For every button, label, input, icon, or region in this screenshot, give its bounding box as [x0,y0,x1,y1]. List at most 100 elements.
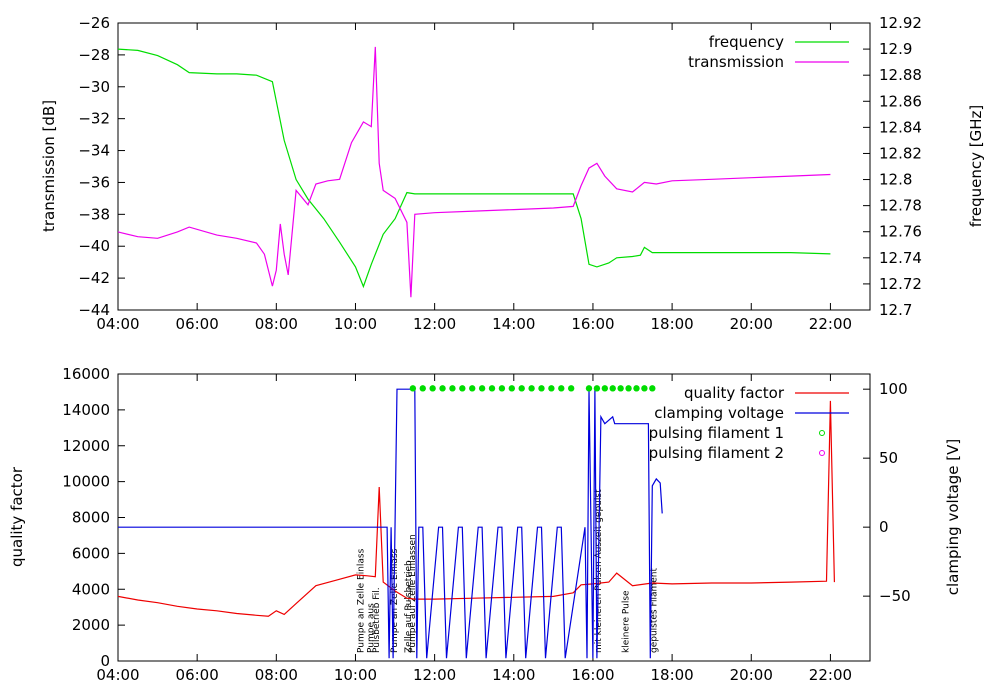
y2-tick-label: 12.74 [879,249,922,267]
pulse-point [585,385,593,392]
legend-label: frequency [709,33,784,51]
x-tick-label: 04:00 [96,315,139,333]
legend-marker [819,430,825,436]
x-tick-label: 22:00 [809,666,852,684]
y-tick-label: −40 [78,237,110,255]
annotation-label: Pumpe aus [366,603,376,653]
top-chart: 04:00 06:00 08:00 10:00 12:00 14:00 16:00 18:00… [40,14,985,333]
pulse-point [419,385,426,392]
y2-tick-label: 100 [879,380,908,398]
pulse-point [558,385,565,392]
x-tick-label: 06:00 [176,315,219,333]
y2-tick-label: 12.82 [879,144,922,162]
annotation-label: Pumpe auf Zelle Einlassen [408,534,418,653]
legend-label: transmission [688,53,784,71]
pulse-point [439,385,446,392]
bottom-chart-series [117,385,835,659]
top-chart-x-tick-labels: 04:00 06:00 08:00 10:00 12:00 14:00 16:00 18:00… [96,315,852,333]
pulse-point [409,385,417,392]
bottom-chart-y2-axis-label: clamping voltage [V] [944,439,962,595]
pulse-point [625,385,632,392]
x-tick-label: 08:00 [255,666,298,684]
x-tick-label: 18:00 [650,315,693,333]
top-chart-y2-tick-labels: 12.7 12.72 12.74 12.76 12.78 12.8 12.82 12.84 12… [879,14,922,319]
bottom-chart-legend: quality factor clamping voltage pulsing fi… [649,384,849,462]
series-line-transmission [117,46,831,298]
y-tick-label: 4000 [72,580,110,598]
y-tick-label: −34 [78,142,110,160]
y2-tick-label: −50 [879,587,911,605]
y2-tick-label: 12.8 [879,171,912,189]
pulse-point [429,385,436,392]
annotation-label: Pumpe an Zelle Einlass [356,548,366,653]
pulse-point [641,385,648,392]
y2-tick-label: 12.7 [879,301,912,319]
y2-tick-label: 12.84 [879,118,922,136]
legend-label: pulsing filament 2 [649,444,784,462]
pulse-point [449,385,456,392]
series-line-frequency [117,48,831,289]
y2-tick-label: 0 [879,518,889,536]
y-tick-label: −36 [78,173,110,191]
pulse-point [609,385,616,392]
x-tick-label: 08:00 [255,315,298,333]
y2-tick-label: 12.88 [879,66,922,84]
x-tick-label: 04:00 [96,666,139,684]
y-tick-label: 10000 [62,473,110,491]
pulse-point [548,385,555,392]
pulse-point [617,385,624,392]
bottom-chart-y2-tick-labels: −50 0 50 100 [879,380,911,605]
bottom-chart-y-tick-labels: 0 2000 4000 6000 8000 10000 12000 14000 16000 [62,365,110,670]
y-tick-label: −44 [78,301,110,319]
y2-tick-label: 12.72 [879,275,922,293]
x-tick-label: 14:00 [492,315,535,333]
legend-label: quality factor [684,384,785,402]
pulse-point [593,385,601,392]
bottom-chart-x-tick-labels: 04:00 06:00 08:00 10:00 12:00 14:00 16:00 18:00… [96,666,852,684]
top-chart-y2-axis-label: frequency [GHz] [967,105,985,227]
legend-marker [819,450,825,456]
x-tick-label: 06:00 [176,666,219,684]
y-tick-label: 14000 [62,401,110,419]
y2-tick-label: 12.76 [879,223,922,241]
x-tick-label: 20:00 [730,315,773,333]
y-tick-label: −30 [78,78,110,96]
pulse-point [633,385,640,392]
y-tick-label: −42 [78,269,110,287]
annotation-label: kleinere Pulse [622,590,632,653]
y-tick-label: −38 [78,205,110,223]
y-tick-label: 16000 [62,365,110,383]
annotation-label: gepulstes Filament [649,567,659,653]
legend-label: clamping voltage [654,404,784,422]
y2-tick-label: 12.9 [879,40,912,58]
top-chart-legend: frequency transmission [688,33,849,71]
x-tick-label: 18:00 [650,666,693,684]
y-tick-label: −26 [78,14,110,32]
bottom-chart-y-axis-label: quality factor [8,466,26,567]
pulse-point [601,385,609,392]
y-tick-label: 8000 [72,509,110,527]
y-tick-label: 6000 [72,544,110,562]
x-tick-label: 16:00 [571,315,614,333]
top-chart-frame [117,22,871,311]
x-tick-label: 16:00 [571,666,614,684]
x-tick-label: 12:00 [413,315,456,333]
pulse-point [528,385,535,392]
annotation-label: Zelle auf Pulsbetrieb [404,560,414,653]
annotation-label: Pumpe an Zelle Einlass [390,548,400,653]
bottom-chart-annotations: Pumpe an Zelle Einlass Pumpe ausPulsbetri… [356,489,659,653]
series-line-clamping-voltage [118,388,663,659]
pulse-point [478,385,486,392]
y-tick-label: −28 [78,46,110,64]
x-tick-label: 22:00 [809,315,852,333]
bottom-chart: 04:00 06:00 08:00 10:00 12:00 14:00 16:00 18:00… [8,365,962,684]
top-chart-y-axis-label: transmission [dB] [40,100,58,232]
y-tick-label: −32 [78,110,110,128]
pulse-point [469,385,476,392]
x-tick-label: 14:00 [492,666,535,684]
pulse-point [518,385,525,392]
x-tick-label: 10:00 [334,315,377,333]
x-tick-label: 10:00 [334,666,377,684]
top-chart-ticks [117,22,870,311]
